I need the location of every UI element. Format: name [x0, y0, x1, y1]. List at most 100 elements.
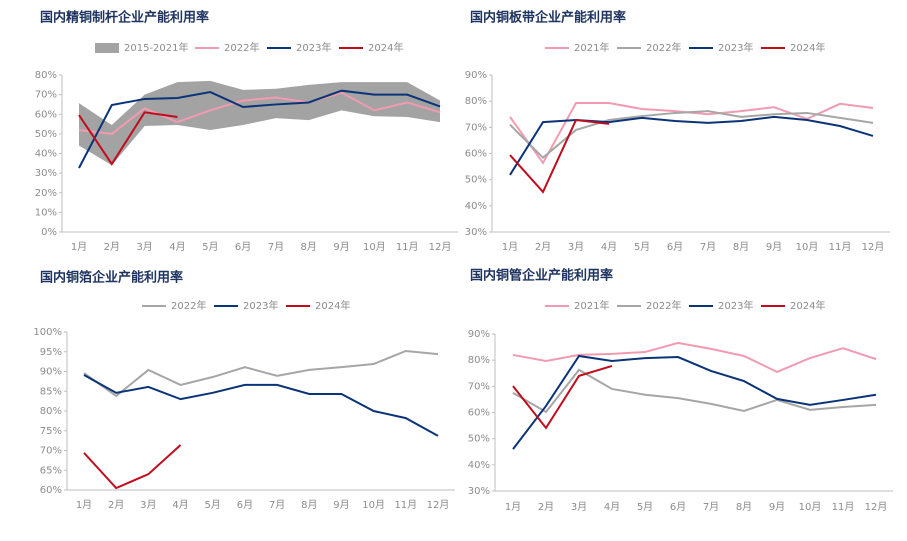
x-tick-label: 10月	[796, 241, 819, 253]
x-tick-label: 7月	[703, 501, 719, 513]
y-tick-label: 90%	[40, 367, 62, 378]
y-tick-label: 70%	[468, 381, 490, 392]
legend-label: 2023年	[718, 41, 753, 54]
y-tick-label: 85%	[40, 386, 62, 397]
y-tick-label: 80%	[35, 70, 57, 81]
x-tick-label: 1月	[71, 241, 87, 253]
x-tick-label: 4月	[172, 499, 188, 511]
x-tick-label: 10月	[363, 241, 386, 253]
y-tick-label: 95%	[40, 347, 62, 358]
series-line	[78, 111, 178, 166]
chart-title: 国内铜板带企业产能利用率	[470, 10, 626, 26]
legend-label: 2021年	[574, 299, 609, 312]
x-tick-label: 3月	[568, 241, 584, 253]
legend-label: 2022年	[224, 41, 259, 54]
legend-label: 2015-2021年	[124, 41, 189, 54]
x-tick-label: 4月	[601, 241, 617, 253]
x-tick-label: 8月	[301, 499, 317, 511]
y-tick-label: 60%	[35, 109, 57, 120]
x-tick-label: 2月	[538, 501, 554, 513]
y-tick-label: 10%	[35, 207, 57, 218]
y-tick-label: 0%	[41, 227, 57, 238]
x-tick-label: 12月	[862, 241, 885, 253]
y-tick-label: 40%	[35, 149, 57, 160]
x-tick-label: 8月	[301, 241, 317, 253]
series-line	[509, 118, 610, 194]
x-tick-label: 2月	[108, 499, 124, 511]
y-tick-label: 80%	[468, 355, 490, 366]
x-tick-label: 9月	[769, 501, 785, 513]
x-tick-label: 3月	[571, 501, 587, 513]
x-tick-label: 1月	[505, 501, 521, 513]
chart-title: 国内铜管企业产能利用率	[470, 268, 613, 284]
x-tick-label: 11月	[829, 241, 852, 253]
x-tick-label: 8月	[733, 241, 749, 253]
y-tick-label: 70%	[40, 446, 62, 457]
x-tick-label: 6月	[667, 241, 683, 253]
series-line	[512, 364, 613, 430]
x-tick-label: 5月	[205, 499, 221, 511]
chart-title: 国内精铜制杆企业产能利用率	[40, 10, 209, 26]
x-tick-label: 1月	[502, 241, 518, 253]
legend-label: 2024年	[315, 299, 350, 312]
x-tick-label: 6月	[235, 241, 251, 253]
series-line	[512, 341, 877, 374]
legend-label: 2024年	[368, 41, 403, 54]
x-tick-label: 2月	[535, 241, 551, 253]
legend-label: 2024年	[790, 41, 825, 54]
y-tick-label: 90%	[468, 329, 490, 340]
x-tick-label: 4月	[169, 241, 185, 253]
x-tick-label: 9月	[333, 499, 349, 511]
x-tick-label: 4月	[604, 501, 620, 513]
x-tick-label: 3月	[140, 499, 156, 511]
y-tick-label: 50%	[35, 129, 57, 140]
y-tick-label: 65%	[40, 465, 62, 476]
legend-label: 2024年	[790, 299, 825, 312]
x-tick-label: 2月	[104, 241, 120, 253]
x-tick-label: 12月	[865, 501, 888, 513]
x-tick-label: 12月	[427, 499, 450, 511]
legend-label: 2021年	[574, 41, 609, 54]
series-line	[78, 91, 441, 135]
series-line	[509, 115, 874, 176]
y-tick-label: 75%	[40, 426, 62, 437]
x-tick-label: 6月	[237, 499, 253, 511]
legend-swatch	[95, 43, 119, 53]
y-tick-label: 30%	[468, 486, 490, 497]
series-line	[78, 89, 441, 169]
y-tick-label: 80%	[40, 406, 62, 417]
chart-title: 国内铜箔企业产能利用率	[40, 270, 183, 286]
x-tick-label: 11月	[396, 241, 419, 253]
x-tick-label: 5月	[202, 241, 218, 253]
y-tick-label: 80%	[465, 96, 487, 107]
x-tick-label: 6月	[670, 501, 686, 513]
x-tick-label: 8月	[736, 501, 752, 513]
legend-label: 2022年	[646, 41, 681, 54]
x-tick-label: 5月	[637, 501, 653, 513]
y-tick-label: 40%	[468, 460, 490, 471]
series-line	[512, 354, 877, 450]
legend-label: 2023年	[296, 41, 331, 54]
legend-label: 2023年	[718, 299, 753, 312]
x-tick-label: 7月	[268, 241, 284, 253]
series-line	[509, 110, 874, 160]
y-tick-label: 100%	[33, 327, 62, 338]
y-tick-label: 30%	[465, 227, 487, 238]
y-tick-label: 40%	[465, 201, 487, 212]
series-line	[83, 374, 439, 437]
legend-label: 2023年	[243, 299, 278, 312]
x-tick-label: 5月	[634, 241, 650, 253]
y-tick-label: 30%	[35, 168, 57, 179]
series-line	[512, 368, 877, 414]
y-tick-label: 60%	[468, 408, 490, 419]
x-tick-label: 10月	[362, 499, 385, 511]
x-tick-label: 11月	[394, 499, 417, 511]
x-tick-label: 9月	[766, 241, 782, 253]
x-tick-label: 3月	[136, 241, 152, 253]
series-line	[83, 444, 182, 490]
series-line	[83, 349, 439, 398]
y-tick-label: 60%	[40, 485, 62, 496]
y-tick-label: 70%	[465, 122, 487, 133]
y-tick-label: 90%	[465, 70, 487, 81]
legend-label: 2022年	[171, 299, 206, 312]
